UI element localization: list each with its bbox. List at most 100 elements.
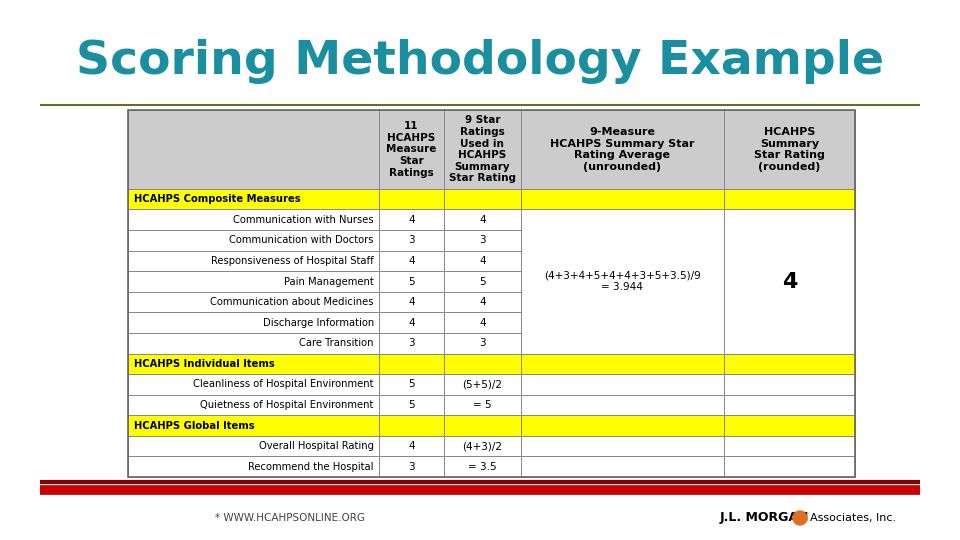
Bar bbox=[128, 110, 379, 189]
Bar bbox=[128, 230, 379, 251]
Bar bbox=[444, 456, 520, 477]
Bar bbox=[520, 374, 724, 395]
Text: Recommend the Hospital: Recommend the Hospital bbox=[249, 462, 373, 472]
Text: Associates, Inc.: Associates, Inc. bbox=[810, 513, 896, 523]
Bar bbox=[128, 456, 379, 477]
Text: 3: 3 bbox=[479, 338, 486, 348]
Text: 5: 5 bbox=[408, 380, 415, 389]
Bar bbox=[128, 395, 379, 415]
Text: J.L. MORGAN: J.L. MORGAN bbox=[720, 511, 809, 524]
Text: Overall Hospital Rating: Overall Hospital Rating bbox=[259, 441, 373, 451]
Bar bbox=[444, 312, 520, 333]
Bar bbox=[128, 292, 379, 312]
Text: Communication with Doctors: Communication with Doctors bbox=[229, 235, 373, 245]
Text: Cleanliness of Hospital Environment: Cleanliness of Hospital Environment bbox=[193, 380, 373, 389]
Bar bbox=[444, 436, 520, 456]
Text: HCAHPS Individual Items: HCAHPS Individual Items bbox=[134, 359, 275, 369]
Text: 9-Measure
HCAHPS Summary Star
Rating Average
(unrounded): 9-Measure HCAHPS Summary Star Rating Ave… bbox=[550, 127, 695, 172]
Bar bbox=[128, 271, 379, 292]
Bar bbox=[379, 189, 444, 210]
Text: HCAHPS Composite Measures: HCAHPS Composite Measures bbox=[134, 194, 300, 204]
Bar bbox=[724, 110, 855, 189]
Text: 4: 4 bbox=[479, 215, 486, 225]
Text: 11
HCAHPS
Measure
Star
Ratings: 11 HCAHPS Measure Star Ratings bbox=[386, 122, 437, 178]
Bar bbox=[444, 292, 520, 312]
Text: Communication with Nurses: Communication with Nurses bbox=[233, 215, 373, 225]
Text: 4: 4 bbox=[408, 256, 415, 266]
Bar bbox=[724, 374, 855, 395]
Bar bbox=[379, 312, 444, 333]
Bar bbox=[724, 354, 855, 374]
Bar bbox=[128, 210, 379, 230]
Bar bbox=[520, 354, 724, 374]
Bar bbox=[128, 436, 379, 456]
Bar bbox=[724, 436, 855, 456]
Bar bbox=[379, 374, 444, 395]
Bar bbox=[379, 436, 444, 456]
Bar bbox=[724, 189, 855, 210]
Bar bbox=[379, 210, 444, 230]
Circle shape bbox=[793, 511, 807, 525]
Bar bbox=[379, 110, 444, 189]
Bar bbox=[520, 436, 724, 456]
Text: 4: 4 bbox=[479, 256, 486, 266]
Bar bbox=[444, 230, 520, 251]
Bar bbox=[520, 415, 724, 436]
Bar bbox=[128, 312, 379, 333]
Text: 5: 5 bbox=[408, 400, 415, 410]
Text: * WWW.HCAHPSONLINE.ORG: * WWW.HCAHPSONLINE.ORG bbox=[215, 513, 365, 523]
Text: (5+5)/2: (5+5)/2 bbox=[463, 380, 502, 389]
Text: Discharge Information: Discharge Information bbox=[263, 318, 373, 328]
Text: 3: 3 bbox=[408, 338, 415, 348]
Bar bbox=[128, 354, 379, 374]
Bar bbox=[444, 333, 520, 354]
Bar bbox=[379, 395, 444, 415]
Bar bbox=[444, 251, 520, 271]
Bar bbox=[444, 271, 520, 292]
Bar bbox=[724, 456, 855, 477]
Bar bbox=[128, 189, 379, 210]
Text: 4: 4 bbox=[479, 297, 486, 307]
Text: Care Transition: Care Transition bbox=[300, 338, 373, 348]
Text: 3: 3 bbox=[479, 235, 486, 245]
Bar bbox=[724, 415, 855, 436]
Text: 9 Star
Ratings
Used in
HCAHPS
Summary
Star Rating: 9 Star Ratings Used in HCAHPS Summary St… bbox=[449, 116, 516, 184]
Bar bbox=[379, 230, 444, 251]
Bar bbox=[128, 110, 855, 477]
Text: Pain Management: Pain Management bbox=[284, 276, 373, 287]
Bar bbox=[444, 415, 520, 436]
Text: Communication about Medicines: Communication about Medicines bbox=[210, 297, 373, 307]
Text: = 3.5: = 3.5 bbox=[468, 462, 496, 472]
Text: 4: 4 bbox=[408, 318, 415, 328]
Text: 4: 4 bbox=[408, 297, 415, 307]
Bar bbox=[379, 271, 444, 292]
Text: 5: 5 bbox=[408, 276, 415, 287]
Text: Responsiveness of Hospital Staff: Responsiveness of Hospital Staff bbox=[211, 256, 373, 266]
Text: &: & bbox=[797, 514, 804, 523]
Text: (4+3)/2: (4+3)/2 bbox=[463, 441, 502, 451]
Text: (4+3+4+5+4+4+3+5+3.5)/9
= 3.944: (4+3+4+5+4+4+3+5+3.5)/9 = 3.944 bbox=[544, 271, 701, 292]
Bar bbox=[520, 189, 724, 210]
Text: 5: 5 bbox=[479, 276, 486, 287]
Bar bbox=[520, 395, 724, 415]
Bar bbox=[379, 354, 444, 374]
Bar bbox=[379, 251, 444, 271]
Text: HCAHPS
Summary
Star Rating
(rounded): HCAHPS Summary Star Rating (rounded) bbox=[755, 127, 825, 172]
Bar bbox=[379, 292, 444, 312]
Bar bbox=[520, 456, 724, 477]
Bar bbox=[128, 374, 379, 395]
Bar bbox=[724, 395, 855, 415]
Bar bbox=[444, 395, 520, 415]
Text: 3: 3 bbox=[408, 235, 415, 245]
Bar bbox=[724, 210, 855, 354]
Bar bbox=[444, 189, 520, 210]
Bar bbox=[444, 110, 520, 189]
Text: = 5: = 5 bbox=[473, 400, 492, 410]
Text: 4: 4 bbox=[781, 272, 797, 292]
Bar bbox=[379, 333, 444, 354]
Text: 3: 3 bbox=[408, 462, 415, 472]
Bar bbox=[444, 354, 520, 374]
Text: 4: 4 bbox=[408, 215, 415, 225]
Bar bbox=[444, 210, 520, 230]
Bar bbox=[379, 456, 444, 477]
